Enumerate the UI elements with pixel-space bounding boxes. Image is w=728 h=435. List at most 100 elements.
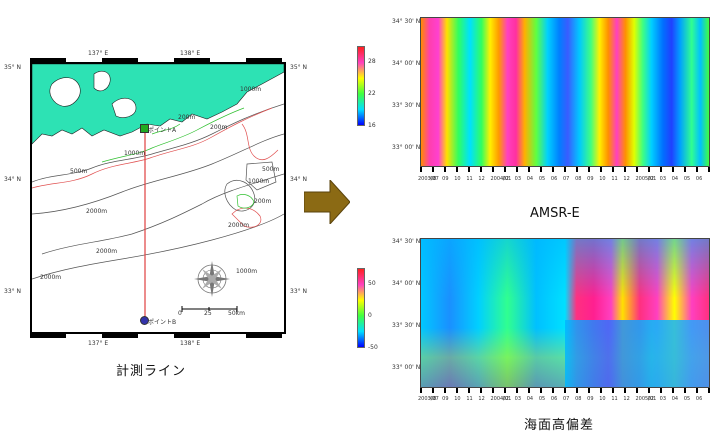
lat-label: 34° N: [290, 176, 308, 183]
lon-label: 137° E: [88, 50, 109, 57]
y-label: 34° 00' N: [392, 280, 421, 287]
scale-label: 50km: [228, 310, 245, 317]
y-label: 33° 00' N: [392, 364, 421, 371]
x-label: 09: [442, 176, 449, 182]
x-label: 11: [466, 176, 473, 182]
depth-label: 2000m: [86, 208, 108, 215]
x-label: 09: [587, 176, 594, 182]
y-label: 34° 30' N: [392, 238, 421, 245]
scale-label: 25: [204, 310, 212, 317]
x-label: 04: [526, 396, 534, 402]
right-arrow-icon: [304, 180, 350, 224]
bathymetry-map: [32, 64, 284, 322]
depth-label: 1000m: [248, 178, 270, 185]
x-label: 09: [587, 396, 594, 402]
x-label: 02: [647, 396, 654, 402]
top-caption: AMSR-E: [530, 206, 580, 221]
x-label: 12: [478, 396, 485, 402]
sst-colorbar: [357, 46, 365, 126]
depth-label: 1000m: [236, 268, 258, 275]
x-label: 2004/01: [490, 396, 512, 402]
ssh-heatmap: [420, 238, 710, 388]
map-caption: 計測ライン: [116, 364, 187, 379]
x-label: 03: [514, 396, 522, 402]
x-label: 2004/01: [490, 176, 512, 182]
lat-label: 34° N: [4, 176, 22, 183]
lon-label: 138° E: [180, 50, 201, 57]
ssh-colorbar: [357, 268, 365, 348]
x-label: 10: [599, 176, 606, 182]
map-bottom-ticks: [30, 334, 286, 338]
sst-heatmap: [420, 17, 710, 167]
scale-label: 0: [178, 310, 182, 317]
depth-label: 1000m: [240, 86, 262, 93]
colorbar-tick: 16: [368, 122, 376, 129]
x-label: 06: [550, 396, 558, 402]
colorbar-tick: 22: [368, 90, 376, 97]
depth-label: 2000m: [96, 248, 118, 255]
x-label: 05: [538, 396, 546, 402]
y-label: 33° 30' N: [392, 102, 421, 109]
x-label: 2003/07: [418, 396, 439, 402]
x-label: 07: [563, 176, 570, 182]
y-label: 33° 30' N: [392, 322, 421, 329]
colorbar-tick: 50: [368, 280, 376, 287]
x-label: 12: [478, 176, 485, 182]
depth-label: 200m: [178, 114, 196, 121]
x-label: 11: [466, 396, 473, 402]
x-label: 08: [575, 396, 582, 402]
lat-label: 33° N: [290, 288, 308, 295]
depth-label: 200m: [254, 198, 272, 205]
x-label: 12: [623, 396, 630, 402]
x-label: 09: [442, 396, 449, 402]
depth-label: 2000m: [228, 222, 250, 229]
x-label: 08: [430, 176, 437, 182]
x-label: 12: [623, 176, 630, 182]
x-label: 06: [550, 176, 558, 182]
x-label: 03: [514, 176, 522, 182]
point-b-marker: [140, 316, 149, 325]
x-label: 08: [575, 176, 582, 182]
depth-label: 500m: [70, 168, 88, 175]
depth-label: 500m: [262, 166, 280, 173]
x-ticks: [420, 167, 710, 172]
colorbar-tick: 28: [368, 58, 376, 65]
x-label: 05: [683, 176, 691, 182]
depth-label: 2000m: [40, 274, 62, 281]
bottom-caption: 海面高偏差: [524, 418, 595, 433]
x-label: 10: [454, 396, 461, 402]
y-label: 34° 00' N: [392, 60, 421, 67]
x-label: 02: [647, 176, 654, 182]
x-label: 05: [538, 176, 546, 182]
x-label: 04: [671, 176, 679, 182]
y-label: 34° 30' N: [392, 18, 421, 25]
x-label: 08: [430, 396, 437, 402]
lat-label: 35° N: [4, 64, 22, 71]
x-label: 03: [659, 396, 667, 402]
x-label: 11: [611, 396, 618, 402]
x-label: 02: [502, 176, 509, 182]
lon-label: 137° E: [88, 340, 109, 347]
lat-label: 35° N: [290, 64, 308, 71]
x-label: 04: [671, 396, 679, 402]
y-label: 33° 00' N: [392, 144, 421, 151]
x-label: 2003/07: [418, 176, 439, 182]
point-a-marker: [140, 124, 149, 133]
x-label: 05: [683, 396, 691, 402]
depth-label: 1000m: [124, 150, 146, 157]
point-a-label: ポイントA: [148, 127, 177, 134]
x-label: 2005/01: [635, 396, 657, 402]
x-ticks: [420, 388, 710, 393]
x-label: 10: [454, 176, 461, 182]
x-label: 03: [659, 176, 667, 182]
x-label: 04: [526, 176, 534, 182]
map-top-ticks: [30, 58, 286, 62]
depth-label: 200m: [210, 124, 228, 131]
x-label: 06: [695, 396, 703, 402]
lon-label: 138° E: [180, 340, 201, 347]
x-label: 06: [695, 176, 703, 182]
x-label: 02: [502, 396, 509, 402]
x-label: 07: [563, 396, 570, 402]
lat-label: 33° N: [4, 288, 22, 295]
x-label: 10: [599, 396, 606, 402]
